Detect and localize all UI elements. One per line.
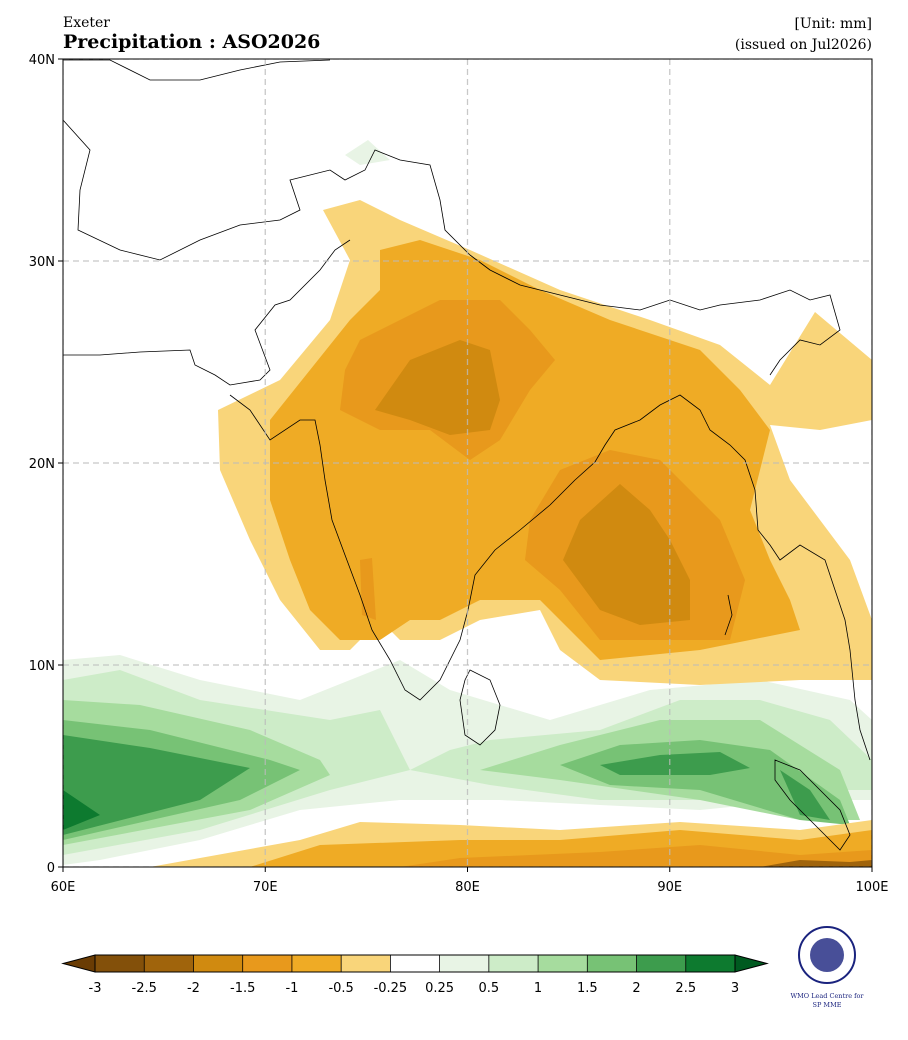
logo-text: WMO Lead Centre for [790, 992, 864, 1000]
colorbar-label: 2 [632, 981, 640, 996]
colorbar-bin [193, 955, 243, 972]
logo: WMO Lead Centre for SP MME [790, 926, 864, 1009]
colorbar-label: 1.5 [577, 981, 598, 996]
colorbar-label: -2.5 [132, 981, 157, 996]
islands-andaman [724, 594, 733, 636]
colorbar-label: -0.25 [374, 981, 408, 996]
colorbar-label: 2.5 [675, 981, 696, 996]
contour-fill [63, 790, 100, 830]
y-tick-label: 40N [29, 53, 55, 68]
x-tick-label: 70E [253, 880, 278, 895]
contour-fill [563, 484, 690, 625]
colorbar-bin [587, 955, 637, 972]
colorbar-bin [538, 955, 588, 972]
unit-label: [Unit: mm] [794, 16, 872, 32]
graticule [63, 59, 872, 867]
y-tick-label: 10N [29, 659, 55, 674]
contour-fill [345, 140, 390, 165]
border [63, 59, 331, 81]
x-tick-label: 100E [855, 880, 888, 895]
map-title: Precipitation : ASO2026 [63, 31, 320, 53]
y-tick-label: 20N [29, 457, 55, 472]
logo-text: SP MME [813, 1001, 842, 1009]
colorbar-label: 0.5 [479, 981, 500, 996]
colorbar-extend-low [61, 954, 96, 973]
colorbar-outline [94, 954, 736, 973]
colorbar-bin [242, 955, 292, 972]
border [63, 119, 471, 261]
contour-fill [760, 860, 872, 867]
colorbar-bin [95, 955, 145, 972]
colorbar-label: 1 [534, 981, 542, 996]
border [63, 239, 351, 386]
island-sumatra [774, 759, 851, 851]
source-label: Exeter [63, 15, 110, 31]
colorbar-label: -0.5 [328, 981, 353, 996]
axes: 60E 70E 80E 90E 100E 0 10N 20N 30N 40N [29, 53, 889, 895]
colorbar-bin [390, 955, 440, 972]
coastlines [63, 59, 871, 851]
colorbar: -3 -2.5 -2 -1.5 -1 -0.5 -0.25 0.25 0.5 1 1.5 2 2.5 3 [61, 954, 769, 996]
colorbar-label: -1 [285, 981, 298, 996]
contour-fill [360, 558, 376, 620]
colorbar-label: -3 [89, 981, 102, 996]
colorbar-bin [439, 955, 489, 972]
colorbar-bin [636, 955, 686, 972]
colorbar-label: 0.25 [425, 981, 454, 996]
border [469, 254, 841, 376]
contour-fill [780, 770, 830, 820]
y-tick-label: 30N [29, 255, 55, 270]
colorbar-bin [144, 955, 194, 972]
y-tick-label: 0 [47, 861, 55, 876]
colorbar-bin [291, 955, 342, 972]
x-tick-label: 60E [51, 880, 76, 895]
colorbar-label: 3 [731, 981, 739, 996]
contour-fill [400, 845, 872, 867]
contour-fill [600, 752, 750, 775]
logo-emblem [798, 926, 856, 984]
colorbar-bin [488, 955, 539, 972]
issued-label: (issued on Jul2026) [735, 37, 872, 53]
island-sri-lanka [459, 669, 501, 746]
coastline [229, 394, 871, 761]
x-tick-label: 80E [455, 880, 480, 895]
colorbar-label: -2 [187, 981, 200, 996]
x-tick-label: 90E [657, 880, 682, 895]
contour-fill [375, 340, 500, 435]
contour-fill [63, 735, 250, 835]
logo-globe [810, 938, 844, 972]
colorbar-bin [341, 955, 391, 972]
colorbar-extend-high [734, 954, 769, 973]
colorbar-bin [685, 955, 735, 972]
colorbar-label: -1.5 [230, 981, 255, 996]
